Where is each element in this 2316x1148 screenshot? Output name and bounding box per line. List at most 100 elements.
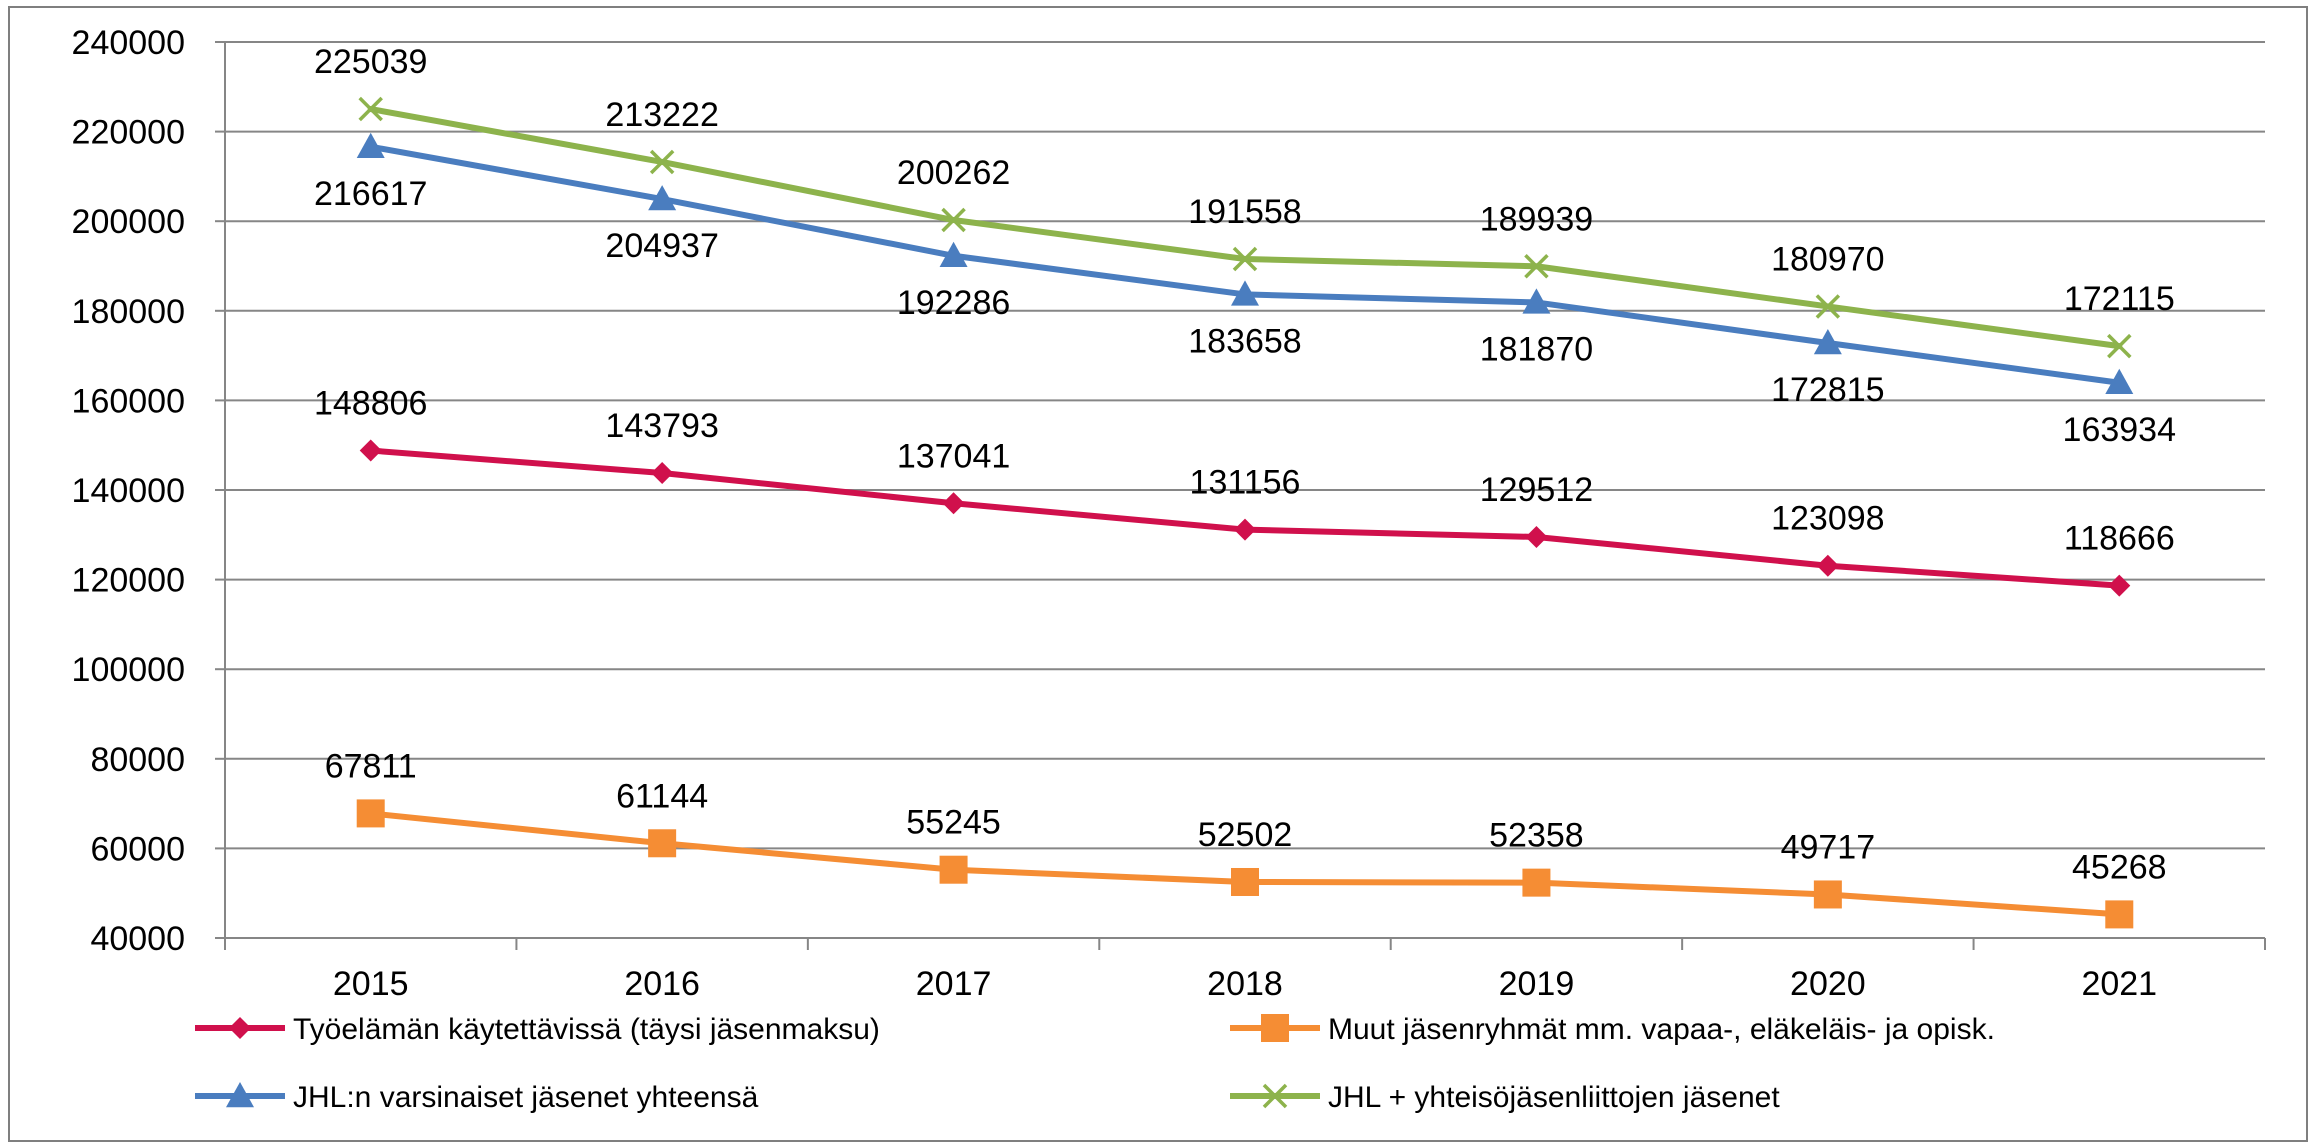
series-2-point-2021 (2105, 900, 2134, 929)
series-4-point-2019-stroke-b (1524, 254, 1549, 279)
legend-marker-1 (229, 1017, 251, 1039)
y-tick-label-100000: 100000 (72, 651, 185, 689)
series-4-data-label-2021: 172115 (2064, 280, 2175, 318)
legend-item-2: Muut jäsenryhmät mm. vapaa-, eläkeläis- … (1230, 1013, 1995, 1046)
series-4-point-2019 (1524, 254, 1549, 279)
y-tick-label-140000: 140000 (72, 472, 185, 510)
x-tick-label-2019: 2019 (1499, 965, 1575, 1003)
y-tick-label-60000: 60000 (90, 830, 185, 868)
legend-marker-3 (226, 1082, 254, 1108)
series-1-data-label-2017: 137041 (897, 437, 1010, 475)
series-4-data-label-2015: 225039 (314, 43, 427, 81)
legend-item-4: JHL + yhteisöjäsenliittojen jäsenet (1230, 1081, 1780, 1114)
gridlines (225, 41, 2265, 850)
y-tick-label-40000: 40000 (90, 920, 185, 958)
series-3-data-label-2018: 183658 (1188, 322, 1301, 360)
y-tick-label-200000: 200000 (72, 203, 185, 241)
series-2-point-2016 (648, 829, 677, 858)
series-2-point-2015 (356, 799, 385, 828)
series-1-data-label-2018: 131156 (1190, 464, 1301, 502)
series-2-data-label-2019: 52358 (1489, 817, 1584, 855)
series-3-data-label-2019: 181870 (1480, 330, 1593, 368)
series-4-data-label-2016: 213222 (605, 96, 718, 134)
series-2-point-2019 (1522, 868, 1551, 897)
data-labels: 148806 143793 137041 131156 129512 123098 1186… (314, 43, 2176, 886)
legend-label-3: JHL:n varsinaiset jäsenet yhteensä (293, 1081, 759, 1114)
series-2-data-label-2015: 67811 (325, 747, 417, 785)
series-1-point-2019 (1525, 525, 1548, 548)
series-4-point-2016 (649, 149, 675, 175)
series-1-point-2017 (942, 492, 965, 515)
series-1-data-label-2019: 129512 (1480, 471, 1593, 509)
series-4-point-2015 (358, 96, 383, 122)
series-2-data-label-2017: 55245 (906, 804, 1001, 842)
y-tick-label-160000: 160000 (72, 382, 185, 420)
series-4-point-2017 (941, 207, 966, 233)
series-lines (356, 96, 2134, 929)
series-3-point-2021 (2105, 368, 2134, 394)
series-1-data-label-2016: 143793 (605, 407, 718, 445)
axes: 40000 60000 80000 100000 120000 140000 160000 1… (72, 24, 2266, 1003)
series-4-point-2016-stroke-b (649, 149, 675, 175)
series-3-point-2015 (356, 132, 385, 158)
series-4-point-2018 (1232, 246, 1258, 272)
series-4-point-2020 (1815, 294, 1841, 319)
series-4-data-label-2018: 191558 (1188, 193, 1301, 231)
series-4-point-2017-stroke-b (941, 207, 966, 233)
series-3-data-label-2020: 172815 (1771, 371, 1884, 409)
legend-marker-4 (1262, 1083, 1288, 1109)
series-3-data-label-2015: 216617 (314, 175, 427, 213)
series-1-data-label-2015: 148806 (314, 385, 427, 423)
series-4-point-2020-stroke-b (1815, 294, 1841, 319)
series-2-data-label-2020: 49717 (1781, 828, 1876, 866)
series-3-data-label-2016: 204937 (605, 227, 718, 265)
legend-marker-2 (1261, 1014, 1289, 1042)
series-1-point-2018 (1234, 518, 1256, 541)
series-2-data-label-2016: 61144 (616, 777, 708, 815)
series-2-point-2020 (1813, 880, 1842, 909)
x-tick-label-2021: 2021 (2081, 965, 2157, 1003)
series-1-point-2020 (1816, 554, 1839, 577)
x-tick-label-2015: 2015 (333, 965, 409, 1003)
legend-label-4: JHL + yhteisöjäsenliittojen jäsenet (1328, 1081, 1780, 1114)
series-1-point-2021 (2108, 574, 2131, 597)
legend-label-2: Muut jäsenryhmät mm. vapaa-, eläkeläis- … (1328, 1013, 1995, 1046)
y-tick-label-120000: 120000 (72, 562, 185, 600)
series-2-point-2017 (939, 855, 968, 884)
series-1-data-label-2020: 123098 (1771, 500, 1884, 538)
y-tick-label-180000: 180000 (72, 293, 185, 331)
x-tick-label-2020: 2020 (1790, 965, 1866, 1003)
legend: Työelämän käytettävissä (täysi jäsenmaks… (195, 1013, 1995, 1114)
series-1-point-2016 (651, 462, 674, 485)
series-4-data-label-2017: 200262 (897, 154, 1010, 192)
legend-label-1: Työelämän käytettävissä (täysi jäsenmaks… (293, 1013, 880, 1046)
series-4-point-2015-stroke-b (358, 96, 383, 122)
series-1-data-label-2021: 118666 (2064, 520, 2175, 558)
series-3-point-2016 (648, 185, 677, 211)
series-3-data-label-2021: 163934 (2063, 411, 2176, 449)
series-2-data-label-2018: 52502 (1198, 816, 1293, 854)
series-2-point-2018 (1231, 867, 1259, 896)
series-4-point-2021-stroke-b (2107, 333, 2132, 359)
y-tick-label-80000: 80000 (90, 741, 185, 779)
series-4-data-label-2020: 180970 (1771, 240, 1884, 278)
series-3-point-2019 (1522, 288, 1551, 314)
series-4-point-2021 (2107, 333, 2132, 359)
series-2-data-label-2021: 45268 (2072, 848, 2167, 886)
series-4-point-2018-stroke-b (1232, 246, 1258, 272)
series-3-point-2020 (1813, 328, 1842, 355)
x-tick-label-2017: 2017 (916, 965, 992, 1003)
series-1-point-2015 (359, 439, 382, 462)
y-tick-label-220000: 220000 (72, 114, 185, 152)
legend-item-3: JHL:n varsinaiset jäsenet yhteensä (195, 1081, 759, 1114)
x-tick-label-2018: 2018 (1207, 965, 1283, 1003)
x-tick-label-2016: 2016 (624, 965, 700, 1003)
series-3-data-label-2017: 192286 (897, 284, 1010, 322)
series-3-point-2017 (939, 241, 968, 267)
legend-item-1: Työelämän käytettävissä (täysi jäsenmaks… (195, 1013, 880, 1046)
series-4-data-label-2019: 189939 (1480, 200, 1593, 238)
y-tick-label-240000: 240000 (72, 24, 185, 62)
legend-marker-4-stroke-b (1262, 1083, 1288, 1109)
series-3-point-2018 (1231, 280, 1259, 306)
